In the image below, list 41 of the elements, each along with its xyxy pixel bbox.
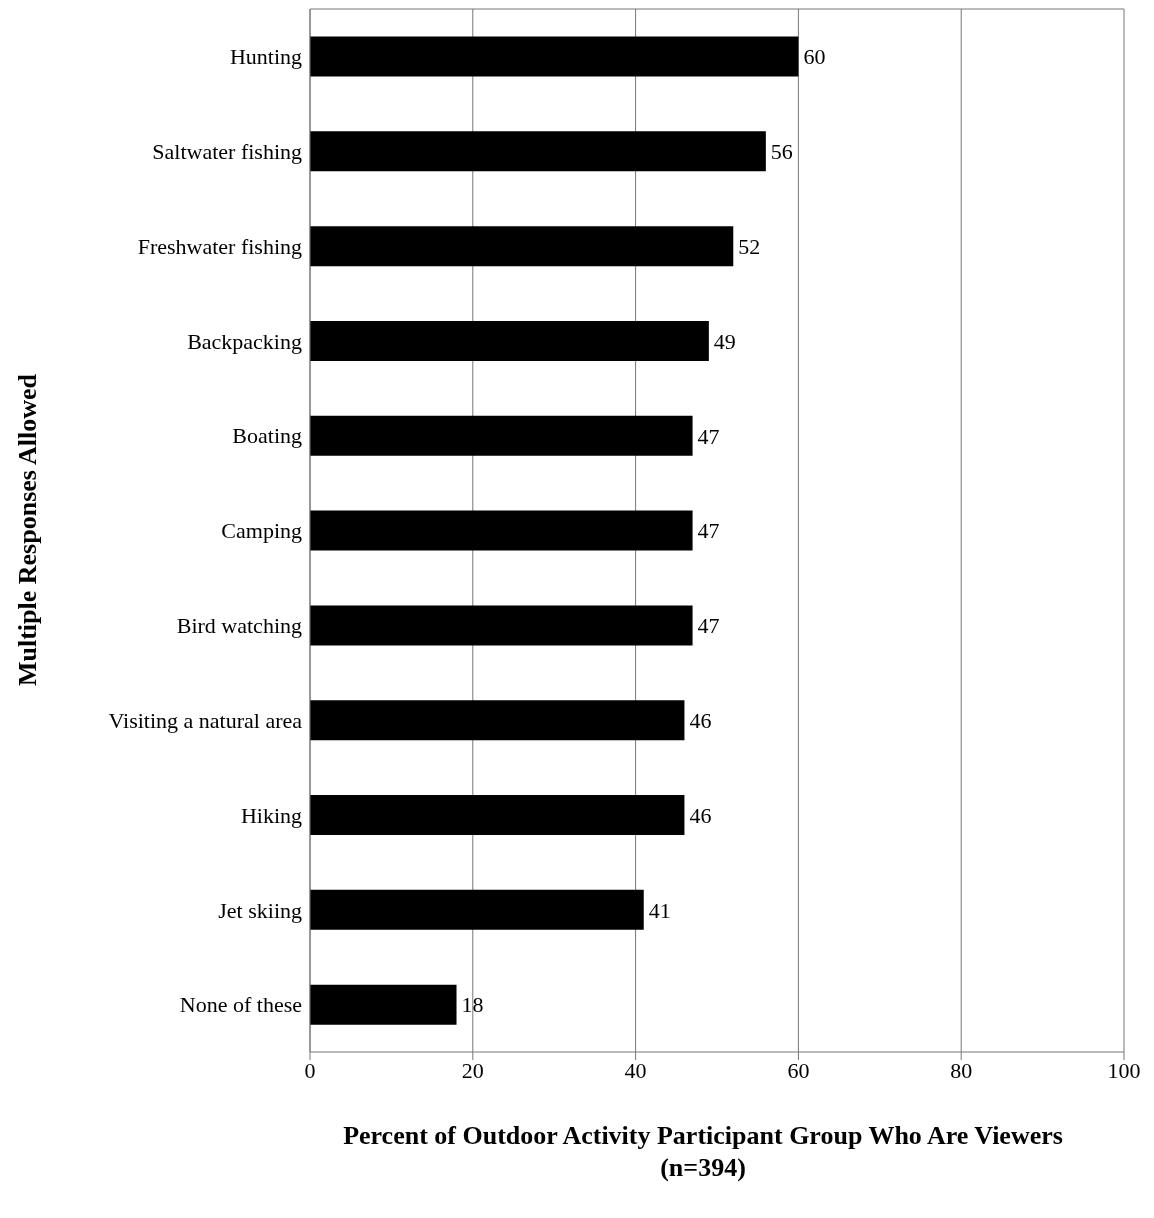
y-tick-label: Freshwater fishing — [137, 233, 302, 259]
data-label: 60 — [803, 44, 826, 70]
y-tick-label: Backpacking — [187, 328, 302, 354]
data-label: 41 — [648, 897, 671, 923]
x-tick-label: 100 — [1107, 1057, 1141, 1083]
bar — [310, 795, 685, 836]
y-tick-label: Boating — [232, 423, 302, 449]
data-label: 49 — [713, 328, 736, 354]
bar — [310, 320, 709, 361]
bar — [310, 510, 693, 551]
x-tick-label: 0 — [304, 1057, 316, 1083]
y-tick-label: Jet skiing — [218, 897, 302, 923]
y-axis-title: Multiple Responses Allowed — [13, 373, 43, 687]
bar — [310, 889, 644, 930]
y-tick-label: Camping — [221, 518, 302, 544]
y-tick-label: Hiking — [240, 802, 302, 828]
bar — [310, 605, 693, 646]
x-tick-label: 20 — [461, 1057, 484, 1083]
y-tick-label: Hunting — [229, 44, 302, 70]
bar — [310, 36, 799, 77]
x-tick-label: 80 — [950, 1057, 973, 1083]
bar — [310, 131, 766, 172]
bar — [310, 700, 685, 741]
data-label: 46 — [689, 802, 712, 828]
bar — [310, 984, 457, 1025]
y-tick-label: Bird watching — [176, 613, 302, 639]
y-tick-label: None of these — [179, 992, 302, 1018]
data-label: 47 — [697, 423, 720, 449]
data-label: 18 — [461, 992, 484, 1018]
data-label: 52 — [738, 233, 761, 259]
data-label: 47 — [697, 518, 720, 544]
bar — [310, 226, 734, 267]
x-axis-title: Percent of Outdoor Activity Participant Group Who Are Viewers (n=394) — [342, 1120, 1064, 1184]
y-tick-label: Saltwater fishing — [152, 139, 302, 165]
data-label: 56 — [770, 139, 793, 165]
data-label: 47 — [697, 613, 720, 639]
data-label: 46 — [689, 708, 712, 734]
y-tick-label: Visiting a natural area — [108, 707, 303, 733]
x-tick-label: 40 — [624, 1057, 647, 1083]
bar — [310, 415, 693, 456]
x-tick-label: 60 — [787, 1057, 810, 1083]
